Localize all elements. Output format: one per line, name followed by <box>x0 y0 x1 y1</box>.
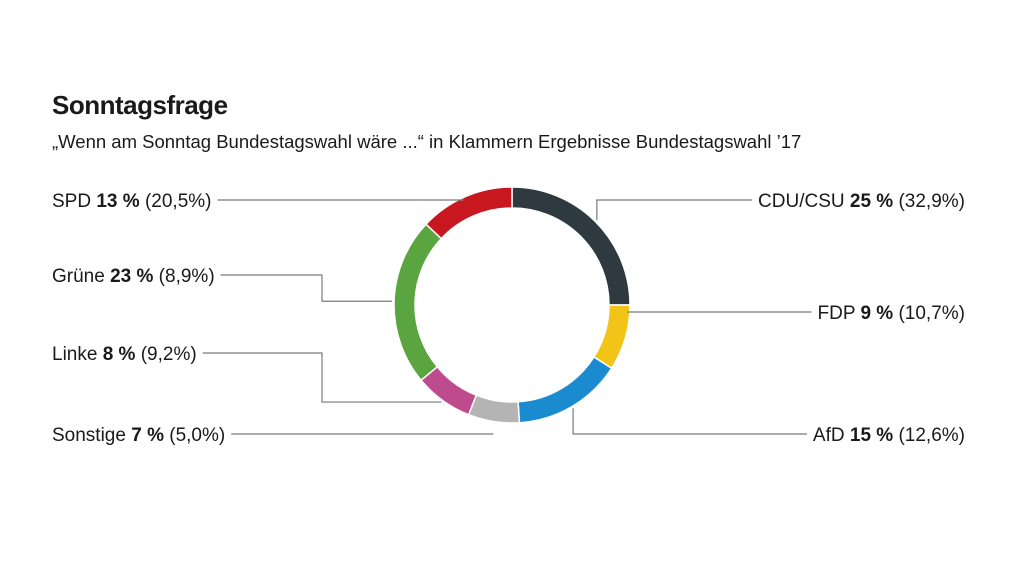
label-gr-ne: Grüne 23 % (8,9%) <box>52 266 215 287</box>
slice-labels: CDU/CSU 25 % (32,9%) FDP 9 % (10,7%) AfD 1… <box>52 191 965 446</box>
label-previous: (5,0%) <box>164 425 225 446</box>
label-name: Linke <box>52 344 103 365</box>
label-previous: (9,2%) <box>135 344 196 365</box>
label-previous: (8,9%) <box>153 266 214 287</box>
slice-spd <box>424 186 513 240</box>
label-name: FDP <box>818 303 861 324</box>
label-linke: Linke 8 % (9,2%) <box>52 344 197 365</box>
label-name: AfD <box>813 425 850 446</box>
label-spd: SPD 13 % (20,5%) <box>52 191 211 212</box>
label-value: 8 % <box>103 344 136 365</box>
label-value: 25 % <box>850 191 893 212</box>
chart-subtitle: „Wenn am Sonntag Bundestagswahl wäre ...… <box>52 131 802 152</box>
label-name: Sonstige <box>52 425 131 446</box>
label-previous: (12,6%) <box>893 425 965 446</box>
leader-line-afd <box>572 408 807 435</box>
label-previous: (32,9%) <box>893 191 965 212</box>
leader-line-cdu-csu <box>596 199 753 221</box>
leader-line-gr-ne <box>220 274 393 302</box>
donut-ring <box>393 186 631 424</box>
label-fdp: FDP 9 % (10,7%) <box>818 303 966 324</box>
label-name: SPD <box>52 191 96 212</box>
label-previous: (10,7%) <box>893 303 965 324</box>
label-name: Grüne <box>52 266 110 287</box>
slice-cdu-csu <box>511 186 631 306</box>
label-value: 13 % <box>96 191 139 212</box>
label-value: 23 % <box>110 266 153 287</box>
label-sonstige: Sonstige 7 % (5,0%) <box>52 425 225 446</box>
slice-sonstige <box>467 394 521 424</box>
label-value: 15 % <box>850 425 893 446</box>
label-value: 7 % <box>131 425 164 446</box>
label-name: CDU/CSU <box>758 191 850 212</box>
slice-afd <box>517 355 613 424</box>
leader-line-linke <box>202 352 442 403</box>
label-previous: (20,5%) <box>140 191 212 212</box>
label-cdu-csu: CDU/CSU 25 % (32,9%) <box>758 191 965 212</box>
chart-title: Sonntagsfrage <box>52 90 228 120</box>
slice-gr-ne <box>393 223 443 382</box>
label-value: 9 % <box>860 303 893 324</box>
leader-lines <box>202 199 812 435</box>
label-afd: AfD 15 % (12,6%) <box>813 425 965 446</box>
slice-fdp <box>592 304 631 370</box>
